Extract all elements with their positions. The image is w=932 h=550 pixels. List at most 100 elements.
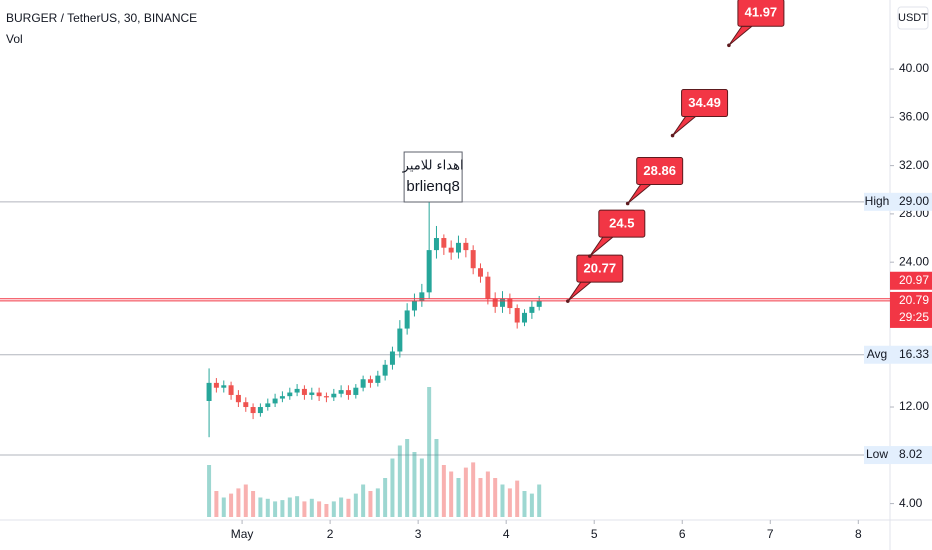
volume-bar	[309, 498, 314, 517]
level-value-box	[890, 192, 932, 211]
candle-body	[507, 298, 513, 309]
candle-body	[514, 308, 520, 323]
level-value-box	[890, 446, 932, 465]
candle-body	[331, 393, 337, 398]
callout-box	[576, 254, 624, 283]
x-tick-label: 8	[855, 527, 862, 541]
x-tick-label: 6	[679, 527, 686, 541]
note-box	[403, 151, 463, 203]
candle-body	[485, 276, 491, 299]
candle-body	[397, 328, 403, 352]
volume-bar	[449, 471, 454, 517]
price-label-box	[890, 271, 932, 290]
x-tick-label: May	[231, 527, 254, 541]
volume-label: Vol	[6, 32, 23, 46]
volume-bar	[339, 497, 344, 517]
volume-bar	[383, 478, 388, 517]
candle-body	[477, 268, 483, 277]
candle-body	[448, 247, 454, 253]
candle-body	[382, 364, 388, 376]
candle-body	[360, 379, 366, 388]
candle-body	[294, 388, 300, 393]
volume-bar	[302, 501, 307, 517]
callout-box	[681, 89, 729, 118]
volume-bar	[368, 491, 373, 517]
volume-bar	[236, 488, 241, 517]
volume-bar	[331, 501, 336, 517]
y-tick-label: 12.00	[899, 399, 929, 413]
volume-bar	[287, 497, 292, 517]
candle-body	[492, 298, 498, 307]
candle-body	[353, 387, 359, 395]
y-tick-label: 40.00	[899, 61, 929, 75]
volume-bar	[229, 493, 234, 517]
volume-bar	[419, 458, 424, 517]
candle-body	[243, 402, 249, 408]
volume-bar	[427, 387, 432, 517]
volume-bar	[434, 439, 439, 517]
currency-button[interactable]	[897, 6, 929, 30]
y-tick-label: 32.00	[899, 158, 929, 172]
volume-bar	[295, 496, 300, 517]
candle-body	[499, 298, 505, 307]
level-value-box	[890, 345, 932, 364]
level-name-box	[864, 345, 890, 364]
volume-bar	[493, 478, 498, 517]
y-tick-label: 36.00	[899, 109, 929, 123]
volume-bar	[471, 462, 476, 517]
currency-label: USDT	[898, 12, 928, 24]
candle-body	[521, 312, 527, 323]
candle-body	[235, 394, 241, 403]
candle-body	[279, 396, 285, 399]
target-point	[566, 299, 570, 303]
x-tick-label: 3	[415, 527, 422, 541]
candle-body	[411, 300, 417, 311]
candle-body	[272, 398, 278, 404]
volume-bar	[456, 478, 461, 517]
volume-bar	[537, 484, 542, 517]
volume-bar	[500, 484, 505, 517]
callout-box	[598, 209, 646, 238]
note-line: اهداء للامير	[402, 159, 464, 174]
volume-bar	[317, 501, 322, 517]
callout-label: 20.77	[584, 261, 617, 276]
candle-body	[389, 351, 395, 365]
x-tick-label: 4	[503, 527, 510, 541]
candle-body	[536, 300, 542, 307]
level-name: Low	[866, 447, 888, 461]
callout-label: 41.97	[745, 5, 778, 20]
volume-bar	[507, 488, 512, 517]
volume-bar	[221, 497, 226, 517]
target-point	[670, 133, 675, 138]
callout-label: 28.86	[643, 163, 676, 178]
candle-body	[309, 392, 315, 395]
level-name: Avg	[867, 347, 887, 361]
level-value: 16.33	[899, 347, 929, 361]
volume-bar	[515, 480, 520, 517]
candle-body	[455, 242, 461, 253]
level-value: 8.02	[899, 447, 923, 461]
level-name-box	[864, 192, 890, 211]
volume-bar	[361, 484, 366, 517]
candle-body	[419, 292, 425, 301]
chart-title: BURGER / TetherUS, 30, BINANCE	[6, 11, 197, 25]
candle-body	[257, 407, 263, 414]
candle-body	[375, 375, 381, 383]
callout-box	[737, 0, 785, 27]
volume-bar	[214, 491, 219, 517]
level-name: High	[865, 194, 890, 208]
x-tick-label: 5	[591, 527, 598, 541]
callout-box	[636, 157, 684, 186]
level-value: 29.00	[899, 194, 929, 208]
volume-bar	[346, 498, 351, 517]
volume-bar	[441, 465, 446, 517]
volume-bar	[405, 439, 410, 517]
volume-bar	[243, 484, 248, 517]
volume-bar	[273, 501, 278, 517]
candle-body	[323, 396, 329, 398]
candle-body	[301, 388, 307, 395]
volume-bar	[251, 491, 256, 517]
candle-body	[250, 407, 256, 414]
